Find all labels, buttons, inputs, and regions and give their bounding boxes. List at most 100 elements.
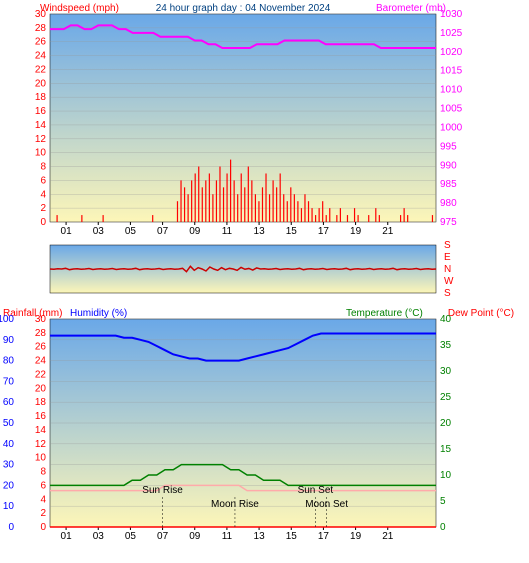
- svg-text:990: 990: [440, 160, 457, 171]
- svg-text:24: 24: [35, 356, 47, 367]
- svg-text:09: 09: [189, 226, 201, 237]
- svg-text:11: 11: [222, 226, 233, 237]
- svg-text:26: 26: [35, 37, 47, 48]
- svg-text:35: 35: [440, 340, 452, 351]
- svg-text:60: 60: [3, 397, 15, 408]
- svg-text:14: 14: [35, 425, 47, 436]
- svg-text:2: 2: [40, 203, 46, 214]
- svg-text:40: 40: [440, 314, 452, 325]
- svg-text:0: 0: [40, 522, 46, 533]
- svg-text:15: 15: [286, 531, 298, 542]
- svg-text:10: 10: [440, 470, 452, 481]
- svg-text:6: 6: [40, 175, 46, 186]
- svg-text:S: S: [444, 288, 451, 299]
- svg-text:25: 25: [440, 392, 452, 403]
- svg-text:17: 17: [318, 531, 330, 542]
- svg-text:14: 14: [35, 120, 47, 131]
- svg-text:Sun Rise: Sun Rise: [142, 485, 183, 496]
- svg-text:985: 985: [440, 179, 457, 190]
- svg-text:28: 28: [35, 328, 47, 339]
- svg-text:24 hour graph day : 04 Novembe: 24 hour graph day : 04 November 2024: [156, 3, 331, 14]
- svg-text:05: 05: [125, 226, 137, 237]
- svg-text:1000: 1000: [440, 122, 463, 133]
- svg-text:8: 8: [40, 467, 46, 478]
- svg-text:6: 6: [40, 480, 46, 491]
- svg-text:28: 28: [35, 23, 47, 34]
- svg-text:19: 19: [350, 226, 362, 237]
- svg-text:40: 40: [3, 439, 15, 450]
- svg-text:22: 22: [35, 369, 47, 380]
- svg-text:Moon Set: Moon Set: [305, 499, 348, 510]
- svg-text:50: 50: [3, 418, 15, 429]
- svg-text:24: 24: [35, 51, 47, 62]
- svg-text:10: 10: [35, 453, 47, 464]
- svg-text:30: 30: [440, 366, 452, 377]
- svg-text:70: 70: [3, 376, 15, 387]
- svg-text:07: 07: [157, 531, 169, 542]
- svg-text:18: 18: [35, 397, 47, 408]
- svg-text:90: 90: [3, 335, 15, 346]
- svg-text:980: 980: [440, 198, 457, 209]
- svg-text:1030: 1030: [440, 9, 463, 20]
- svg-text:Dew Point (°C): Dew Point (°C): [448, 308, 514, 319]
- svg-text:4: 4: [40, 189, 46, 200]
- svg-text:975: 975: [440, 217, 457, 228]
- chart-wind-direction: SENWS: [0, 240, 529, 305]
- svg-text:03: 03: [93, 226, 105, 237]
- svg-text:1015: 1015: [440, 66, 463, 77]
- svg-text:20: 20: [35, 78, 47, 89]
- svg-text:10: 10: [3, 501, 15, 512]
- svg-text:11: 11: [222, 531, 233, 542]
- svg-text:12: 12: [35, 134, 47, 145]
- svg-text:01: 01: [61, 531, 73, 542]
- svg-text:Humidity (%): Humidity (%): [70, 308, 127, 319]
- svg-text:07: 07: [157, 226, 169, 237]
- svg-text:17: 17: [318, 226, 330, 237]
- svg-text:01: 01: [61, 226, 73, 237]
- svg-text:8: 8: [40, 162, 46, 173]
- svg-text:12: 12: [35, 439, 47, 450]
- svg-text:0: 0: [440, 522, 446, 533]
- svg-text:E: E: [444, 252, 451, 263]
- svg-text:30: 30: [35, 314, 47, 325]
- svg-text:10: 10: [35, 148, 47, 159]
- svg-text:N: N: [444, 264, 451, 275]
- svg-text:W: W: [444, 276, 454, 287]
- svg-text:2: 2: [40, 508, 46, 519]
- svg-text:1010: 1010: [440, 85, 463, 96]
- svg-text:0: 0: [8, 522, 14, 533]
- svg-text:Windspeed (mph): Windspeed (mph): [40, 3, 119, 14]
- svg-text:Moon Rise: Moon Rise: [211, 499, 259, 510]
- svg-text:15: 15: [286, 226, 298, 237]
- svg-text:21: 21: [382, 226, 394, 237]
- svg-text:15: 15: [440, 444, 452, 455]
- chart-rain-humidity-temp: Rainfall (mm)Humidity (%)Temperature (°C…: [0, 305, 529, 563]
- svg-text:Sun Set: Sun Set: [298, 485, 334, 496]
- svg-text:03: 03: [93, 531, 105, 542]
- svg-text:13: 13: [254, 531, 266, 542]
- svg-text:20: 20: [440, 418, 452, 429]
- svg-text:0: 0: [40, 217, 46, 228]
- svg-text:18: 18: [35, 92, 47, 103]
- svg-text:09: 09: [189, 531, 201, 542]
- chart-windspeed-barometer: 24 hour graph day : 04 November 2024 Wind…: [0, 0, 529, 240]
- svg-text:80: 80: [3, 356, 15, 367]
- svg-text:26: 26: [35, 342, 47, 353]
- svg-text:20: 20: [3, 480, 15, 491]
- svg-text:Temperature (°C): Temperature (°C): [346, 308, 423, 319]
- svg-text:1025: 1025: [440, 28, 463, 39]
- svg-text:16: 16: [35, 411, 47, 422]
- svg-text:30: 30: [35, 9, 47, 20]
- svg-text:100: 100: [0, 314, 14, 325]
- svg-text:S: S: [444, 240, 451, 251]
- svg-text:995: 995: [440, 141, 457, 152]
- svg-text:21: 21: [382, 531, 394, 542]
- svg-text:Barometer (mb): Barometer (mb): [376, 3, 446, 14]
- svg-text:13: 13: [254, 226, 266, 237]
- svg-text:4: 4: [40, 494, 46, 505]
- svg-text:5: 5: [440, 496, 446, 507]
- svg-text:16: 16: [35, 106, 47, 117]
- svg-text:05: 05: [125, 531, 137, 542]
- svg-text:30: 30: [3, 460, 15, 471]
- svg-text:20: 20: [35, 383, 47, 394]
